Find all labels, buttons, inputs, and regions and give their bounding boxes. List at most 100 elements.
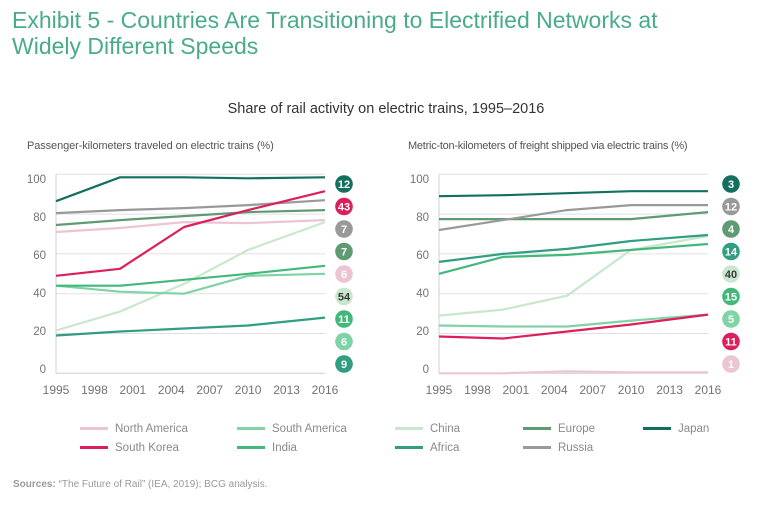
end-badge-japan: 3	[722, 175, 740, 193]
series-line-south-korea	[438, 313, 709, 340]
end-badge-europe: 4	[722, 220, 740, 238]
series-line-north-america	[55, 219, 326, 234]
sources-note: Sources: “The Future of Rail” (IEA, 2019…	[13, 479, 268, 490]
badge-label: 43	[338, 202, 350, 214]
badge-label: 12	[725, 202, 737, 214]
legend-item-south-korea: South Korea	[80, 438, 237, 457]
end-badge-africa: 14	[722, 242, 740, 261]
x-tick-label: 2001	[120, 383, 147, 397]
series-line-south-america	[55, 272, 326, 295]
y-tick-label: 20	[416, 326, 429, 338]
legend-label: Africa	[430, 441, 460, 454]
legend-label: South America	[272, 422, 347, 435]
chart-freight: 0 20 40 60 80 100 1995 1998 2001 2004 2007 2010 2013…	[410, 173, 740, 397]
legend-item-north-america: North America	[80, 419, 237, 438]
series-line-europe	[439, 211, 709, 221]
chart-passenger: 0 20 40 60 80 100 1995 1998 2001 2004 2007 2010 2013…	[27, 173, 353, 397]
y-tick-label: 0	[423, 364, 429, 376]
badge-circle	[335, 242, 353, 261]
badge-label: 9	[341, 359, 347, 371]
series-line-north-america	[439, 370, 708, 375]
badge-circle	[722, 175, 740, 193]
end-badge-russia: 12	[722, 197, 740, 216]
x-tick-label: 1995	[426, 383, 453, 397]
legend-swatch	[237, 427, 265, 430]
end-badge-africa: 9	[335, 355, 353, 373]
badge-circle	[722, 332, 740, 351]
x-tick-label: 2010	[235, 383, 262, 397]
badge-label: 3	[728, 179, 734, 191]
end-badge-south-korea: 43	[335, 197, 353, 216]
badge-label: 6	[341, 337, 347, 349]
exhibit-title-line-1: Exhibit 5 - Countries Are Transitioning …	[12, 7, 658, 33]
freight-chart-title: Metric-ton-kilometers of freight shipped…	[408, 140, 688, 152]
legend-swatch	[80, 446, 108, 449]
badge-circle	[335, 310, 353, 328]
legend-swatch	[395, 446, 423, 449]
badge-circle	[722, 355, 740, 373]
badge-circle	[722, 197, 740, 216]
x-tick-label: 2016	[695, 383, 722, 397]
x-tick-label: 2001	[503, 383, 530, 397]
legend-swatch	[643, 427, 671, 430]
legend-item-japan: Japan	[643, 419, 743, 438]
legend-swatch	[523, 427, 551, 430]
badge-label: 15	[725, 292, 737, 304]
end-badge-north-america: 6	[335, 265, 353, 283]
legend: North America South America China Europe…	[80, 419, 743, 457]
passenger-chart-title: Passenger-kilometers traveled on electri…	[27, 140, 274, 152]
badge-label: 14	[725, 247, 738, 259]
end-badge-india: 11	[335, 310, 353, 328]
series-line-africa	[55, 316, 326, 337]
badge-circle	[722, 287, 740, 306]
badge-circle	[722, 310, 740, 328]
legend-label: India	[272, 441, 297, 454]
legend-item-south-america: South America	[237, 419, 395, 438]
end-badge-china: 54	[335, 287, 353, 306]
exhibit-title: Exhibit 5 - Countries Are Transitioning …	[12, 7, 658, 59]
exhibit-title-line-2: Widely Different Speeds	[12, 33, 259, 59]
legend-item-china: China	[395, 419, 523, 438]
legend-label: Europe	[558, 422, 596, 435]
legend-label: North America	[115, 422, 188, 435]
badge-circle	[335, 355, 353, 373]
badge-label: 12	[338, 179, 350, 191]
x-tick-label: 1998	[464, 383, 491, 397]
series-line-india	[56, 264, 326, 287]
end-badge-south-america: 6	[335, 332, 353, 351]
legend-label: Japan	[678, 422, 710, 435]
x-tick-label: 2004	[541, 383, 568, 397]
series-line-south-korea	[55, 190, 326, 277]
series-line-china	[438, 234, 709, 317]
y-tick-label: 100	[410, 174, 429, 186]
y-tick-label: 40	[416, 288, 429, 300]
badge-circle	[722, 220, 740, 238]
x-tick-label: 2007	[579, 383, 606, 397]
legend-label: South Korea	[115, 441, 179, 454]
badge-label: 5	[728, 314, 734, 326]
legend-swatch	[237, 446, 265, 449]
badge-label: 7	[341, 224, 347, 236]
end-badge-japan: 12	[335, 175, 353, 193]
badge-circle	[722, 242, 740, 261]
badge-circle	[722, 265, 740, 283]
y-tick-label: 80	[416, 212, 429, 224]
badge-circle	[335, 265, 353, 283]
y-tick-label: 0	[40, 364, 46, 376]
x-tick-label: 2016	[312, 383, 339, 397]
badge-label: 54	[338, 292, 351, 304]
series-line-south-america	[438, 313, 709, 328]
legend-swatch	[80, 427, 108, 430]
end-badge-india: 15	[722, 287, 740, 306]
x-tick-label: 1998	[81, 383, 108, 397]
series-line-russia	[438, 204, 708, 232]
x-tick-label: 2007	[196, 383, 223, 397]
badge-label: 4	[728, 224, 735, 236]
badge-circle	[335, 220, 353, 238]
x-tick-label: 2013	[656, 383, 683, 397]
series-line-china	[55, 221, 326, 332]
y-tick-label: 40	[33, 288, 46, 300]
y-tick-label: 80	[33, 212, 46, 224]
y-tick-label: 60	[416, 250, 429, 262]
